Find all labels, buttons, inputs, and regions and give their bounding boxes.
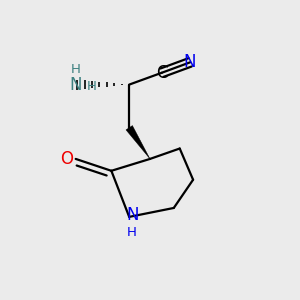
Polygon shape	[126, 126, 150, 159]
Text: N: N	[184, 53, 197, 71]
Text: H: H	[87, 80, 97, 93]
Text: O: O	[60, 150, 73, 168]
Text: H: H	[127, 226, 137, 239]
Text: N: N	[126, 206, 138, 224]
Text: N: N	[69, 76, 82, 94]
Text: C: C	[156, 64, 168, 82]
Text: H: H	[71, 63, 81, 76]
